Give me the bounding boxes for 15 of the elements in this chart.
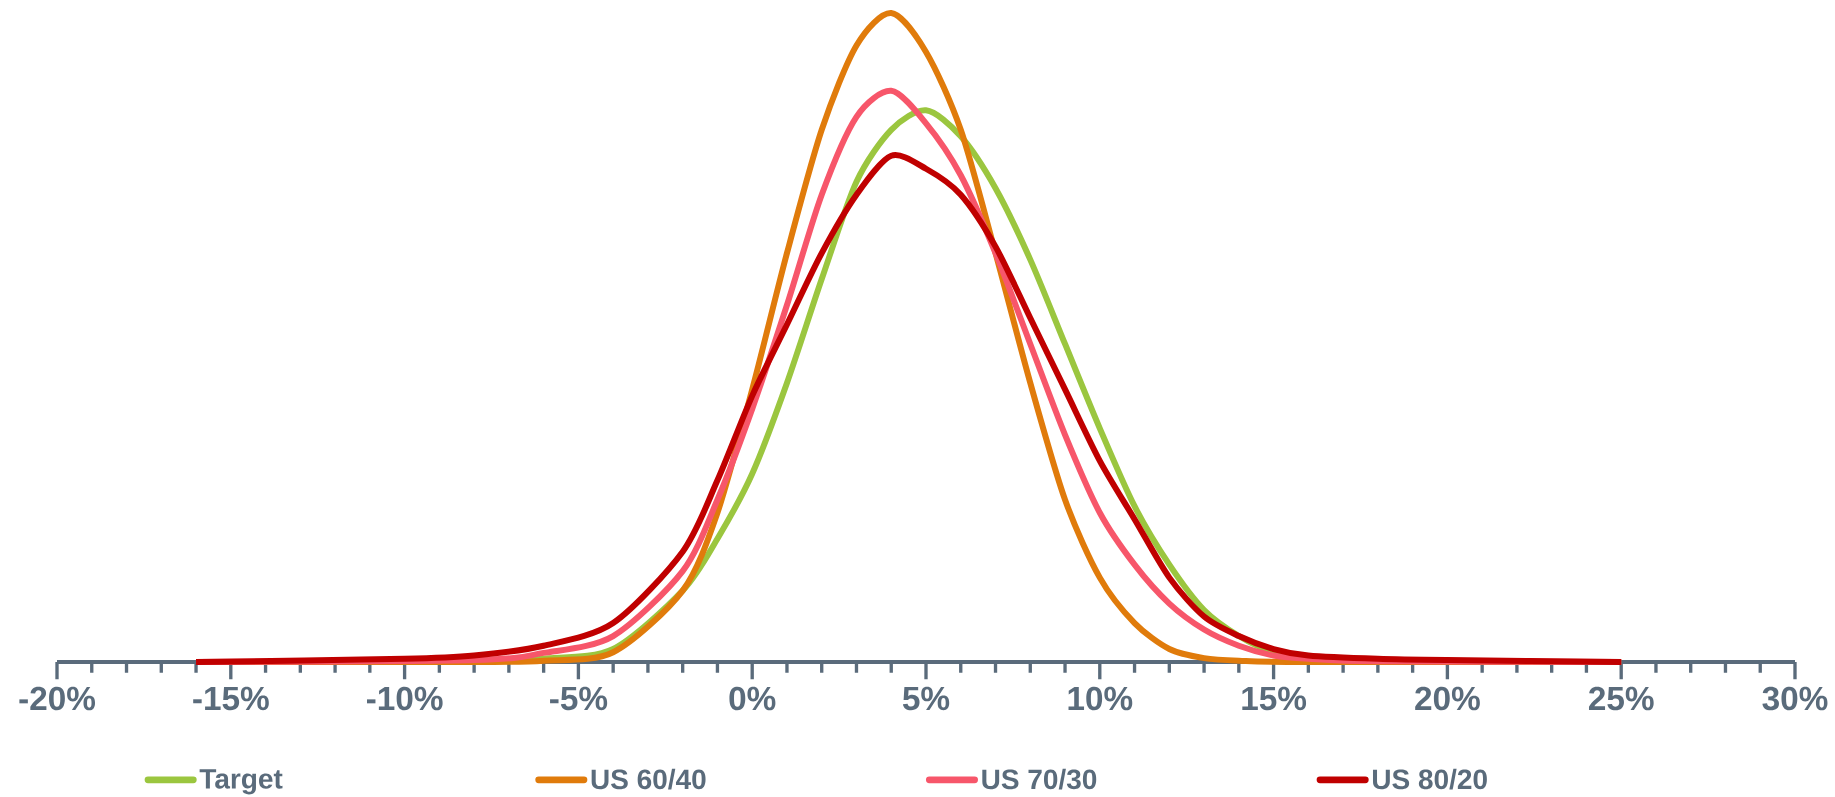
x-tick-label: 20% [1415,686,1480,711]
x-tick-label: -15% [193,686,269,711]
x-tick-label: -5% [550,686,608,711]
x-tick-label: 30% [1762,686,1828,711]
legend-label: US 60/40 [591,768,706,790]
x-tick-label: 15% [1242,686,1307,711]
x-tick-label: 0% [729,686,776,711]
legend-label: US 80/20 [1372,768,1487,790]
x-tick-label: 25% [1588,686,1654,711]
x-tick-label: -20% [19,686,96,711]
x-tick-label: 10% [1068,686,1133,711]
legend-label: Target [199,769,283,795]
x-tick-label: -10% [366,686,443,711]
x-tick-label: 5% [902,686,950,711]
legend-label: US 70/30 [982,768,1097,790]
